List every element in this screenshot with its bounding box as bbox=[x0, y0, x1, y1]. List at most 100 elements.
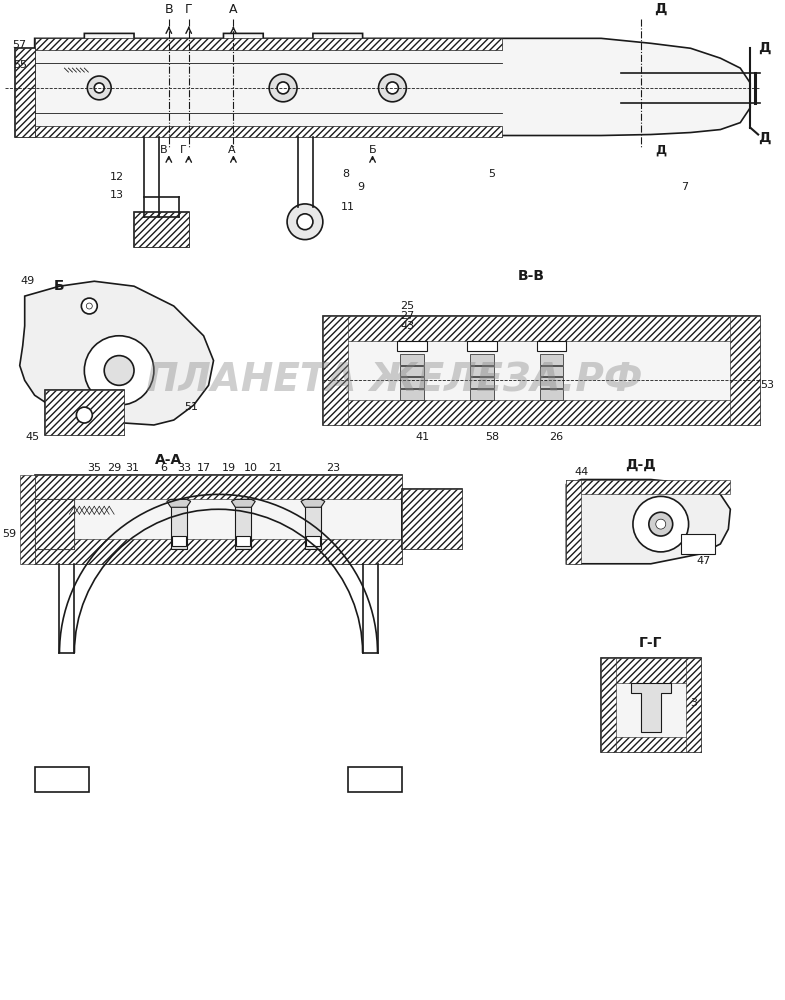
Bar bbox=[134, 212, 188, 247]
Circle shape bbox=[84, 336, 154, 405]
Text: 29: 29 bbox=[107, 463, 121, 473]
Text: Г: Г bbox=[181, 145, 187, 155]
Text: ПЛАНЕТА ЖЕЛЕЗА.РФ: ПЛАНЕТА ЖЕЛЕЗА.РФ bbox=[146, 361, 643, 399]
Bar bbox=[685, 658, 700, 752]
Text: 31: 31 bbox=[125, 463, 139, 473]
Polygon shape bbox=[232, 499, 255, 507]
Bar bbox=[45, 390, 124, 435]
Bar bbox=[35, 767, 89, 792]
Bar bbox=[403, 489, 462, 549]
Bar bbox=[566, 480, 581, 564]
Text: Б: Б bbox=[369, 145, 376, 155]
Bar bbox=[305, 499, 321, 549]
Bar bbox=[323, 316, 348, 425]
Bar bbox=[236, 536, 250, 546]
Text: Д: Д bbox=[758, 41, 771, 55]
Bar bbox=[470, 377, 494, 388]
Bar bbox=[730, 316, 760, 425]
Bar bbox=[35, 126, 502, 137]
Bar bbox=[539, 389, 564, 400]
Bar bbox=[601, 658, 616, 752]
Circle shape bbox=[297, 214, 313, 230]
Bar bbox=[601, 658, 700, 683]
Circle shape bbox=[633, 496, 688, 552]
Text: 55: 55 bbox=[13, 60, 27, 70]
Bar bbox=[539, 377, 564, 388]
Bar bbox=[467, 341, 497, 351]
Bar bbox=[400, 354, 424, 365]
Circle shape bbox=[287, 204, 323, 240]
Text: 5: 5 bbox=[488, 169, 495, 179]
Text: 6: 6 bbox=[160, 463, 167, 473]
Text: 44: 44 bbox=[574, 467, 589, 477]
Bar bbox=[400, 389, 424, 400]
Circle shape bbox=[277, 82, 289, 94]
Circle shape bbox=[649, 512, 673, 536]
Polygon shape bbox=[566, 480, 730, 564]
Bar bbox=[397, 341, 427, 351]
Polygon shape bbox=[20, 281, 214, 425]
Circle shape bbox=[269, 74, 297, 102]
Bar bbox=[470, 366, 494, 376]
Text: 41: 41 bbox=[415, 432, 429, 442]
Bar bbox=[35, 38, 502, 50]
Circle shape bbox=[76, 407, 93, 423]
Circle shape bbox=[86, 303, 93, 309]
Bar bbox=[172, 536, 186, 546]
Bar bbox=[306, 536, 319, 546]
Text: 43: 43 bbox=[400, 321, 414, 331]
Bar bbox=[400, 366, 424, 376]
Bar bbox=[35, 475, 403, 564]
Text: Д: Д bbox=[758, 130, 771, 144]
Bar bbox=[45, 390, 124, 435]
Text: 17: 17 bbox=[196, 463, 210, 473]
Text: 47: 47 bbox=[696, 556, 710, 566]
Circle shape bbox=[104, 356, 134, 385]
Circle shape bbox=[378, 74, 407, 102]
Text: 3: 3 bbox=[691, 698, 698, 708]
Text: 49: 49 bbox=[20, 276, 35, 286]
Text: 21: 21 bbox=[268, 463, 283, 473]
Text: 11: 11 bbox=[341, 202, 355, 212]
Bar bbox=[323, 316, 760, 341]
Text: В-В: В-В bbox=[518, 269, 545, 283]
Bar bbox=[470, 389, 494, 400]
Bar bbox=[15, 48, 35, 137]
Bar bbox=[539, 366, 564, 376]
Text: 27: 27 bbox=[400, 311, 414, 321]
Circle shape bbox=[87, 76, 111, 100]
Bar bbox=[470, 354, 494, 365]
Text: А: А bbox=[229, 3, 238, 16]
Text: 53: 53 bbox=[760, 380, 774, 390]
Polygon shape bbox=[35, 33, 750, 136]
Bar bbox=[539, 354, 564, 365]
Bar bbox=[35, 475, 403, 499]
Text: Б: Б bbox=[54, 279, 65, 293]
Bar bbox=[35, 499, 75, 549]
Bar bbox=[35, 499, 75, 549]
Text: Д: Д bbox=[655, 144, 666, 157]
Bar bbox=[20, 475, 35, 564]
Circle shape bbox=[386, 82, 399, 94]
Text: 12: 12 bbox=[110, 172, 124, 182]
Bar bbox=[134, 212, 188, 247]
Text: 19: 19 bbox=[221, 463, 236, 473]
Text: 57: 57 bbox=[13, 40, 27, 50]
Text: 8: 8 bbox=[343, 169, 350, 179]
Polygon shape bbox=[301, 499, 325, 507]
Bar bbox=[601, 658, 700, 752]
Bar bbox=[35, 539, 403, 564]
Text: Д-Д: Д-Д bbox=[626, 458, 656, 472]
Polygon shape bbox=[15, 48, 35, 137]
Bar bbox=[536, 341, 566, 351]
Circle shape bbox=[82, 298, 97, 314]
Bar bbox=[681, 534, 715, 554]
Bar bbox=[323, 400, 760, 425]
Text: 51: 51 bbox=[184, 402, 198, 412]
Text: 33: 33 bbox=[177, 463, 191, 473]
Bar bbox=[236, 499, 251, 549]
Circle shape bbox=[655, 519, 666, 529]
Circle shape bbox=[94, 83, 104, 93]
Text: 58: 58 bbox=[485, 432, 499, 442]
Polygon shape bbox=[167, 499, 191, 507]
